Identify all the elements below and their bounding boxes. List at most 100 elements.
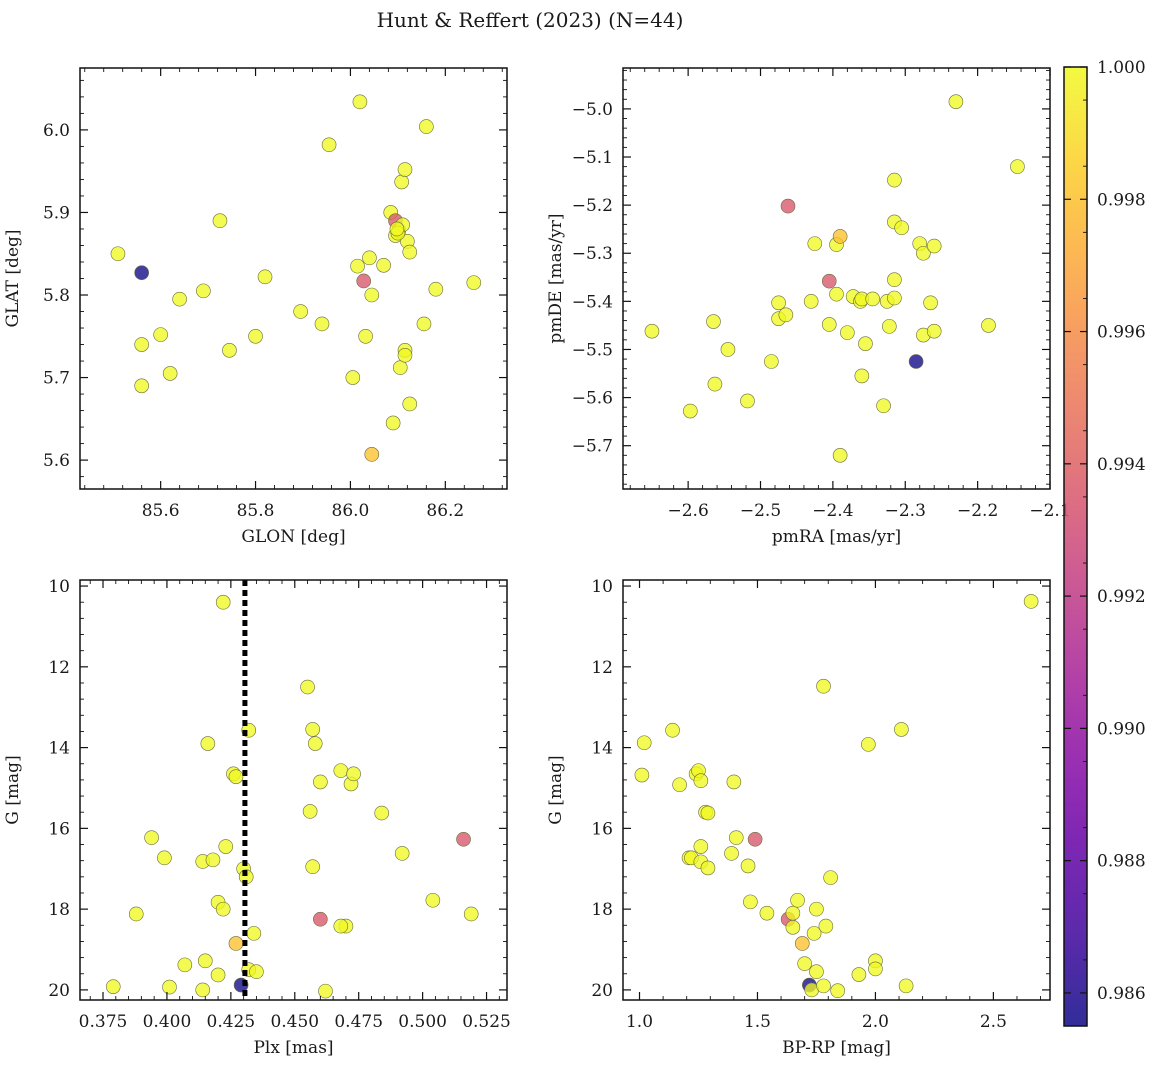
- data-point: [249, 964, 264, 980]
- data-point: [634, 767, 650, 783]
- data-point: [700, 805, 716, 821]
- data-point: [456, 831, 471, 847]
- data-point: [707, 376, 723, 392]
- x-tick-label: 85.8: [237, 501, 275, 521]
- panel-pmra-pmde: −2.6 −2.5 −2.4 −2.3 −2.2 −2.1 −5.7 −5.6 −5.5 −5.4…: [546, 67, 1071, 547]
- y-tick-label: 16: [591, 819, 613, 839]
- data-point: [728, 830, 744, 845]
- x-tick-label: −2.4: [812, 501, 853, 521]
- data-point: [305, 859, 320, 875]
- data-point: [830, 983, 845, 999]
- data-point: [747, 831, 763, 847]
- x-tick-label: 86.0: [332, 501, 370, 521]
- data-point: [794, 936, 810, 951]
- colorbar-tick-label: 0.994: [1097, 455, 1146, 475]
- colorbar-tick-label: 0.986: [1097, 984, 1146, 1004]
- data-point: [700, 860, 716, 876]
- data-point: [851, 967, 867, 982]
- data-point: [1023, 594, 1039, 609]
- data-point: [720, 342, 736, 357]
- data-point: [948, 94, 964, 109]
- data-point: [293, 304, 308, 319]
- data-point: [466, 275, 482, 290]
- y-axis-label: G [mag]: [546, 755, 566, 824]
- data-point: [210, 967, 226, 983]
- data-point: [314, 316, 330, 332]
- data-point: [394, 174, 409, 190]
- data-point: [806, 926, 822, 941]
- data-point: [346, 766, 361, 782]
- data-point: [352, 94, 368, 110]
- panel-plx-g: 0.375 0.400 0.425 0.450 0.475 0.500 0.525 10 12 1…: [3, 577, 511, 1058]
- data-point: [740, 393, 755, 409]
- data-point: [358, 328, 373, 344]
- x-axis-label: GLON [deg]: [241, 527, 345, 547]
- y-tick-label: 18: [591, 900, 613, 920]
- data-point: [205, 852, 221, 868]
- y-tick-label: 18: [48, 900, 70, 920]
- data-point: [894, 220, 909, 236]
- data-point: [832, 229, 848, 244]
- data-point: [726, 774, 742, 790]
- data-point: [333, 918, 349, 934]
- data-point: [816, 978, 831, 994]
- data-point: [389, 221, 405, 237]
- data-point: [823, 870, 838, 885]
- data-point: [894, 722, 909, 737]
- data-point: [105, 979, 121, 994]
- x-tick-label: −2.2: [957, 501, 998, 521]
- data-point: [197, 953, 213, 969]
- data-point: [128, 906, 144, 922]
- colorbar-tick-label: 0.998: [1097, 190, 1146, 210]
- data-point: [153, 327, 168, 342]
- data-point: [683, 403, 698, 419]
- y-tick-label: 14: [48, 739, 70, 759]
- data-point: [887, 290, 902, 306]
- colorbar-tick-label: 0.992: [1097, 587, 1146, 607]
- data-point: [300, 679, 315, 695]
- colorbar: 0.986 0.988 0.990 0.992 0.994 0.996 0.998 1.000: [1063, 58, 1146, 1027]
- data-point: [200, 736, 216, 751]
- x-tick-label: 0.400: [143, 1012, 192, 1032]
- data-point: [840, 325, 855, 340]
- x-tick-label: −2.5: [740, 501, 781, 521]
- data-point: [858, 336, 873, 351]
- panel-glon-glat: 85.6 85.8 86.0 86.2 5.6 5.7 5.8 5.9 6.0 GLON [deg…: [3, 67, 508, 547]
- data-point: [134, 337, 149, 352]
- data-point: [887, 172, 902, 188]
- data-point: [865, 291, 880, 307]
- y-tick-label: 20: [591, 981, 613, 1001]
- data-point: [215, 594, 231, 610]
- data-point: [302, 804, 318, 819]
- y-tick-label: 10: [591, 577, 613, 597]
- colorbar-tick-label: 0.990: [1097, 719, 1146, 739]
- y-tick-label: −5.3: [572, 244, 613, 264]
- axes-frame: [622, 579, 1051, 1001]
- data-point: [665, 722, 680, 738]
- data-point: [212, 213, 228, 229]
- figure-title: Hunt & Reffert (2023) (N=44): [377, 8, 684, 32]
- data-point: [882, 319, 897, 334]
- data-point: [1010, 159, 1025, 174]
- y-tick-label: −5.6: [572, 389, 613, 409]
- data-point: [374, 805, 390, 821]
- x-axis-label: BP-RP [mag]: [782, 1038, 891, 1058]
- data-point: [778, 307, 794, 323]
- data-point: [780, 198, 796, 214]
- data-point: [428, 281, 444, 297]
- data-point: [724, 846, 739, 861]
- data-point: [318, 983, 333, 999]
- data-point: [829, 286, 844, 302]
- data-point: [345, 370, 361, 385]
- x-tick-label: −2.6: [667, 501, 708, 521]
- x-tick-label: 2.5: [980, 1012, 1007, 1032]
- y-tick-label: −5.1: [572, 148, 613, 168]
- data-point: [248, 328, 263, 344]
- data-point: [356, 273, 372, 289]
- data-point: [196, 283, 211, 299]
- colorbar-tick-label: 1.000: [1097, 58, 1146, 78]
- y-tick-label: −5.7: [572, 437, 613, 457]
- data-point: [333, 763, 349, 778]
- data-point: [764, 354, 779, 369]
